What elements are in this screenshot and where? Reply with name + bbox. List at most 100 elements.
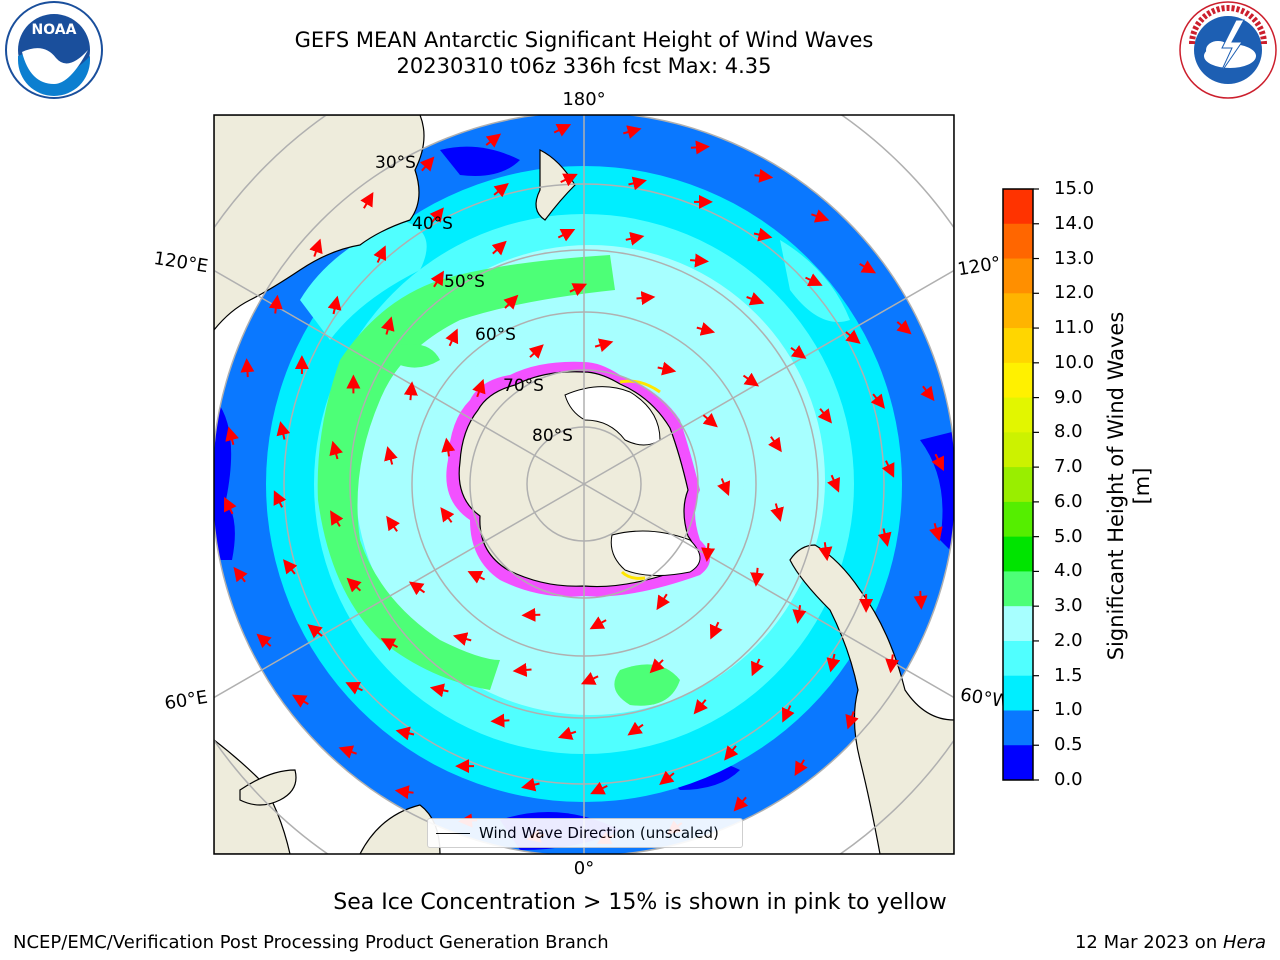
wave-direction-arrow: [485, 133, 502, 148]
wave-direction-arrow: [753, 227, 773, 242]
wave-direction-arrow: [580, 672, 599, 685]
colorbar-tick-label: 5.0: [1054, 525, 1083, 547]
colorbar-tick-label: 8.0: [1054, 421, 1083, 443]
footer-system: Hera: [1222, 932, 1266, 953]
wave-direction-arrow: [419, 156, 435, 172]
wave-direction-arrow: [859, 260, 877, 274]
wave-direction-arrow: [330, 510, 344, 527]
wave-direction-arrow: [817, 408, 832, 424]
colorbar-tick-label: 4.0: [1054, 560, 1083, 582]
wave-direction-arrow: [403, 381, 418, 401]
wave-direction-arrow: [792, 605, 807, 624]
wave-direction-arrow: [656, 593, 670, 611]
colorbar-tick-label: 9.0: [1054, 386, 1083, 408]
colorbar-tick-label: 11.0: [1054, 317, 1095, 339]
wave-direction-arrow: [445, 328, 459, 347]
map-frame: [213, 114, 955, 855]
wave-direction-arrow: [256, 633, 272, 649]
lat-label-80: 80°S: [532, 426, 573, 446]
lat-label-30: 30°S: [375, 153, 416, 173]
wave-direction-arrow: [845, 329, 861, 344]
wave-direction-arrow: [276, 421, 291, 440]
footer-timestamp: 12 Mar 2023 on Hera: [1075, 932, 1266, 953]
colorbar-swatch: [1003, 675, 1033, 711]
wave-direction-arrow: [818, 542, 833, 562]
legend-label: Wind Wave Direction (unscaled): [479, 824, 719, 842]
footer-credit: NCEP/EMC/Verification Post Processing Pr…: [13, 932, 609, 953]
wave-direction-arrow: [233, 566, 248, 583]
colorbar-swatch: [1003, 397, 1033, 433]
wave-direction-arrow: [386, 515, 400, 532]
wave-direction-arrow: [877, 528, 892, 547]
wave-direction-arrow: [441, 437, 456, 457]
wave-direction-arrow: [512, 662, 532, 677]
colorbar-tick-label: 14.0: [1054, 212, 1095, 234]
colorbar-swatch: [1003, 258, 1033, 294]
lat-label-40: 40°S: [412, 214, 453, 234]
wave-direction-arrow: [440, 507, 455, 523]
wave-direction-arrow: [569, 283, 588, 296]
wave-direction-arrow: [493, 183, 509, 198]
wave-direction-arrow: [273, 490, 287, 508]
wave-direction-arrow: [827, 474, 840, 493]
wave-direction-arrow: [845, 711, 859, 730]
colorbar-tick-label: 7.0: [1054, 456, 1083, 478]
colorbar-tick-label: 3.0: [1054, 595, 1083, 617]
map-legend: Wind Wave Direction (unscaled): [427, 818, 743, 848]
colorbar-tick-label: 2.0: [1054, 629, 1083, 651]
wave-direction-arrow: [636, 291, 656, 306]
map-title: GEFS MEAN Antarctic Significant Height o…: [294, 28, 874, 52]
wave-direction-arrow: [384, 446, 398, 465]
wave-direction-arrow: [805, 273, 823, 287]
nws-logo: [1179, 1, 1277, 99]
wave-direction-arrow: [408, 581, 426, 596]
wave-direction-arrow: [790, 345, 807, 359]
wave-direction-arrow: [360, 191, 374, 209]
colorbar-swatch: [1003, 640, 1033, 677]
wave-direction-arrow: [589, 616, 607, 630]
wave-direction-arrow: [754, 168, 774, 183]
noaa-logo: NOAA: [5, 1, 103, 99]
colorbar-swatch: [1003, 223, 1033, 260]
colorbar-swatch: [1003, 745, 1033, 781]
wave-direction-arrow: [623, 125, 642, 139]
wave-direction-arrow: [690, 253, 709, 268]
colorbar-tick-label: 1.0: [1054, 699, 1083, 721]
wave-direction-arrow: [380, 638, 398, 651]
wave-direction-arrow: [557, 228, 576, 242]
wave-direction-arrow: [625, 231, 645, 246]
wave-direction-arrow: [395, 726, 415, 741]
wave-direction-arrows: [224, 124, 944, 844]
lat-label-50: 50°S: [444, 272, 485, 292]
wave-direction-arrow: [811, 209, 830, 223]
wave-direction-arrow: [327, 295, 342, 315]
wave-direction-arrow: [649, 658, 665, 674]
lon-label-60e: 60°E: [163, 687, 209, 715]
colorbar-swatch: [1003, 189, 1033, 225]
colorbar-swatch: [1003, 606, 1033, 642]
wave-direction-arrow: [920, 385, 935, 402]
wave-direction-arrow: [329, 440, 343, 460]
wave-direction-arrow: [746, 292, 765, 306]
wave-direction-arrow: [696, 322, 716, 336]
wave-direction-arrow: [896, 319, 912, 335]
wave-direction-arrow: [693, 699, 708, 715]
wave-direction-arrow: [701, 543, 716, 562]
wave-direction-arrow: [490, 713, 510, 728]
wave-direction-arrow: [781, 705, 795, 723]
wave-direction-arrow: [627, 721, 644, 736]
wave-direction-arrow: [794, 759, 808, 777]
wave-direction-arrow: [657, 361, 677, 376]
colorbar-swatch: [1003, 501, 1033, 538]
wave-direction-arrow: [521, 777, 540, 792]
wave-direction-arrow: [345, 681, 363, 695]
wave-direction-arrow: [770, 503, 784, 522]
wave-direction-arrow: [224, 496, 237, 515]
wave-direction-arrow: [394, 785, 414, 800]
footer-date: 12 Mar 2023 on: [1074, 932, 1223, 953]
colorbar-swatch: [1003, 328, 1033, 364]
colorbar-tick-label: 6.0: [1054, 490, 1083, 512]
wave-direction-arrow: [826, 653, 841, 673]
wave-direction-arrow: [560, 173, 578, 187]
